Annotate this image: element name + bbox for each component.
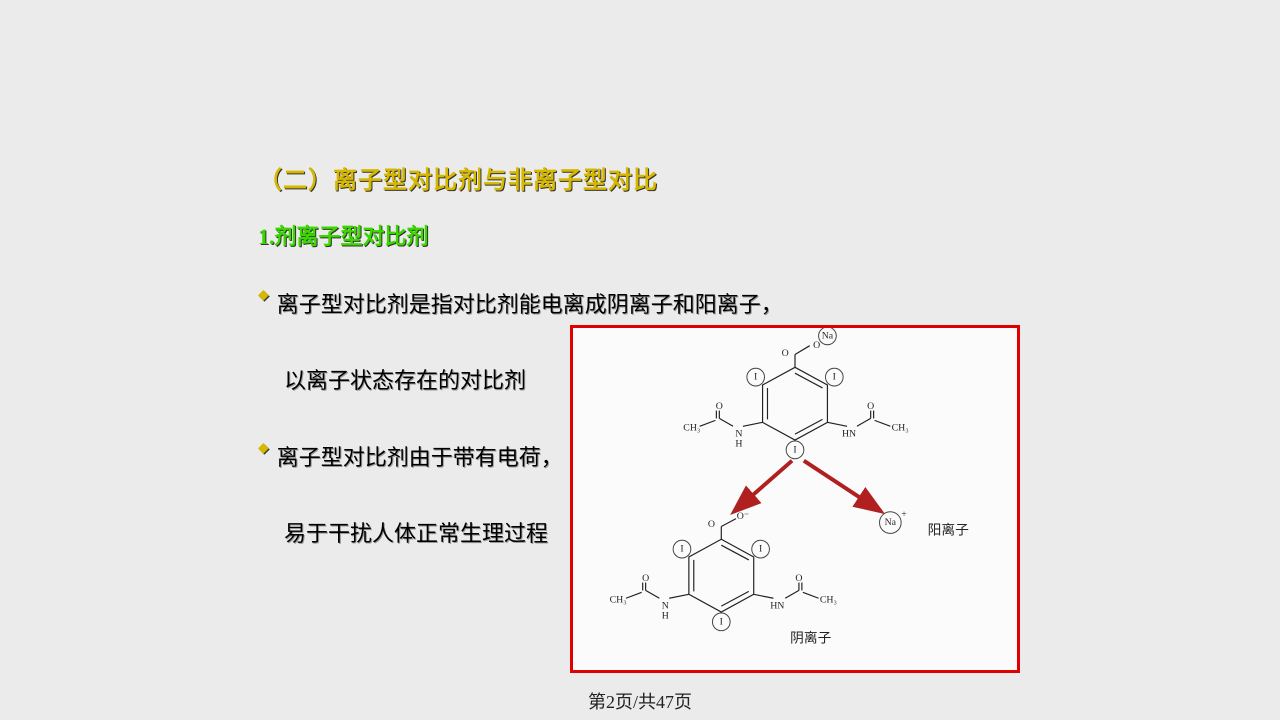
svg-text:O: O	[782, 348, 789, 359]
page-indicator: 第2页/共47页	[0, 688, 1280, 714]
svg-text:O⁻: O⁻	[737, 511, 749, 522]
svg-text:阳离子: 阳离子	[928, 521, 970, 537]
svg-text:O: O	[708, 519, 715, 530]
subtitle-text: 离子型对比剂	[297, 224, 429, 249]
arrow-to-anion	[736, 461, 792, 510]
svg-text:阴离子: 阴离子	[790, 629, 832, 645]
svg-text:I: I	[759, 544, 762, 555]
arrow-to-cation	[804, 461, 879, 510]
svg-text:O: O	[867, 401, 874, 412]
bottom-molecule: O O⁻ I I I N H O CH₃ HN O	[610, 511, 837, 645]
top-molecule: O O Na I I I N H O CH₃ HN O	[683, 328, 908, 459]
diamond-icon: ◆	[258, 440, 269, 457]
svg-text:HN: HN	[770, 601, 784, 612]
svg-text:CH₃: CH₃	[683, 423, 700, 434]
svg-text:Na: Na	[822, 330, 834, 341]
bullet-1: ◆ 离子型对比剂是指对比剂能电离成阴离子和阳离子，	[258, 281, 1018, 329]
diamond-icon: ◆	[258, 287, 269, 304]
svg-text:H: H	[662, 610, 669, 621]
section-title: （二）离子型对比剂与非离子型对比	[258, 160, 1018, 195]
svg-text:O: O	[642, 573, 649, 584]
subtitle-prefix: 1.	[258, 224, 275, 249]
subsection-title: 1.剂离子型对比剂	[258, 219, 1018, 251]
molecule-svg: O O Na I I I N H O CH₃ HN O	[573, 328, 1017, 670]
svg-text:HN: HN	[842, 429, 856, 440]
svg-text:Na: Na	[885, 517, 897, 528]
molecule-diagram: O O Na I I I N H O CH₃ HN O	[570, 325, 1020, 673]
cation: Na + 阳离子	[880, 509, 970, 537]
svg-text:I: I	[793, 444, 796, 455]
bullet-2-line1: 离子型对比剂由于带有电荷，	[277, 434, 563, 482]
svg-text:O: O	[716, 401, 723, 412]
svg-text:O: O	[795, 573, 802, 584]
svg-text:I: I	[680, 544, 683, 555]
svg-text:I: I	[720, 616, 723, 627]
svg-text:O: O	[813, 340, 820, 351]
svg-text:CH₃: CH₃	[820, 595, 837, 606]
svg-text:CH₃: CH₃	[892, 423, 909, 434]
svg-text:I: I	[833, 372, 836, 383]
svg-text:H: H	[735, 438, 742, 449]
title-suffix: 剂	[275, 224, 297, 249]
svg-text:+: +	[901, 509, 907, 520]
bullet-1-line1: 离子型对比剂是指对比剂能电离成阴离子和阳离子，	[277, 281, 783, 329]
svg-text:I: I	[754, 372, 757, 383]
svg-text:CH₃: CH₃	[610, 595, 627, 606]
